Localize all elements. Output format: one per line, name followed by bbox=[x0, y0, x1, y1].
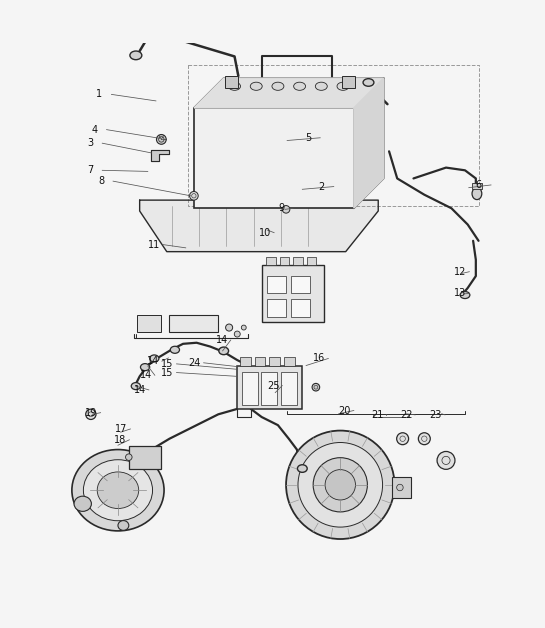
Text: 1: 1 bbox=[96, 89, 102, 99]
Text: 15: 15 bbox=[161, 359, 174, 369]
Ellipse shape bbox=[83, 460, 153, 521]
Text: 22: 22 bbox=[400, 410, 413, 420]
Ellipse shape bbox=[298, 443, 383, 527]
Bar bbox=[267, 299, 286, 317]
Text: 14: 14 bbox=[216, 335, 228, 345]
Ellipse shape bbox=[286, 431, 395, 539]
Bar bbox=[307, 257, 317, 265]
Bar bbox=[194, 108, 354, 208]
Polygon shape bbox=[150, 150, 169, 161]
Ellipse shape bbox=[294, 82, 306, 90]
Bar bbox=[237, 365, 302, 409]
Text: 10: 10 bbox=[259, 228, 271, 237]
Polygon shape bbox=[354, 78, 384, 208]
Text: 20: 20 bbox=[338, 406, 351, 416]
Polygon shape bbox=[194, 78, 384, 108]
Polygon shape bbox=[140, 200, 378, 252]
Bar bbox=[267, 276, 286, 293]
Ellipse shape bbox=[312, 384, 320, 391]
Bar bbox=[241, 372, 258, 404]
Text: 23: 23 bbox=[430, 410, 442, 420]
Ellipse shape bbox=[150, 355, 159, 362]
Bar bbox=[262, 265, 324, 322]
Ellipse shape bbox=[272, 82, 284, 90]
Text: 24: 24 bbox=[189, 358, 201, 368]
Text: 21: 21 bbox=[371, 410, 384, 420]
Text: 9: 9 bbox=[278, 203, 284, 214]
Text: 13: 13 bbox=[454, 288, 467, 298]
Bar bbox=[284, 357, 295, 365]
Text: 4: 4 bbox=[92, 124, 98, 134]
Bar bbox=[342, 76, 355, 88]
Bar bbox=[281, 372, 297, 404]
Ellipse shape bbox=[190, 192, 198, 200]
Bar bbox=[137, 315, 161, 332]
Ellipse shape bbox=[226, 324, 233, 331]
Ellipse shape bbox=[460, 291, 470, 298]
Text: 19: 19 bbox=[86, 408, 98, 418]
Bar bbox=[261, 372, 277, 404]
Bar bbox=[225, 76, 238, 88]
Ellipse shape bbox=[397, 484, 403, 490]
Bar bbox=[129, 446, 161, 468]
Ellipse shape bbox=[298, 465, 307, 472]
Bar bbox=[392, 477, 411, 499]
Ellipse shape bbox=[130, 51, 142, 60]
Ellipse shape bbox=[437, 452, 455, 469]
Text: 25: 25 bbox=[267, 381, 280, 391]
Ellipse shape bbox=[97, 472, 139, 509]
Bar bbox=[292, 299, 311, 317]
Bar bbox=[266, 257, 276, 265]
Ellipse shape bbox=[234, 331, 240, 337]
Ellipse shape bbox=[141, 364, 150, 371]
Ellipse shape bbox=[241, 325, 246, 330]
Text: 17: 17 bbox=[115, 424, 128, 434]
Bar bbox=[293, 257, 303, 265]
Text: 18: 18 bbox=[114, 435, 126, 445]
Text: 14: 14 bbox=[147, 356, 159, 366]
Ellipse shape bbox=[131, 382, 141, 389]
Bar bbox=[169, 315, 219, 332]
Ellipse shape bbox=[86, 409, 96, 420]
Ellipse shape bbox=[228, 82, 240, 90]
Ellipse shape bbox=[316, 82, 327, 90]
Text: 8: 8 bbox=[98, 176, 104, 186]
Text: 14: 14 bbox=[134, 385, 146, 395]
Ellipse shape bbox=[219, 347, 228, 355]
Text: 14: 14 bbox=[140, 371, 152, 381]
Ellipse shape bbox=[337, 82, 349, 90]
Ellipse shape bbox=[397, 433, 409, 445]
Bar bbox=[280, 257, 289, 265]
Text: 2: 2 bbox=[319, 181, 325, 192]
Bar bbox=[292, 276, 311, 293]
Bar bbox=[269, 357, 280, 365]
Ellipse shape bbox=[282, 205, 290, 213]
Text: 7: 7 bbox=[87, 165, 93, 175]
Ellipse shape bbox=[419, 433, 431, 445]
Ellipse shape bbox=[156, 134, 166, 144]
Text: 12: 12 bbox=[454, 267, 467, 277]
Bar bbox=[240, 357, 251, 365]
Ellipse shape bbox=[250, 82, 262, 90]
Text: 5: 5 bbox=[305, 133, 311, 143]
Ellipse shape bbox=[170, 346, 179, 354]
Ellipse shape bbox=[363, 78, 374, 86]
Ellipse shape bbox=[325, 470, 355, 500]
Ellipse shape bbox=[74, 496, 92, 511]
Text: 11: 11 bbox=[148, 240, 160, 249]
Ellipse shape bbox=[472, 188, 482, 200]
Bar bbox=[255, 357, 265, 365]
Text: 16: 16 bbox=[313, 354, 325, 364]
Ellipse shape bbox=[125, 454, 132, 460]
Ellipse shape bbox=[118, 521, 129, 531]
Bar bbox=[472, 183, 482, 189]
Text: 6: 6 bbox=[476, 180, 482, 190]
Text: 3: 3 bbox=[87, 138, 93, 148]
Ellipse shape bbox=[72, 450, 164, 531]
Ellipse shape bbox=[313, 458, 367, 512]
Text: 15: 15 bbox=[161, 367, 174, 377]
